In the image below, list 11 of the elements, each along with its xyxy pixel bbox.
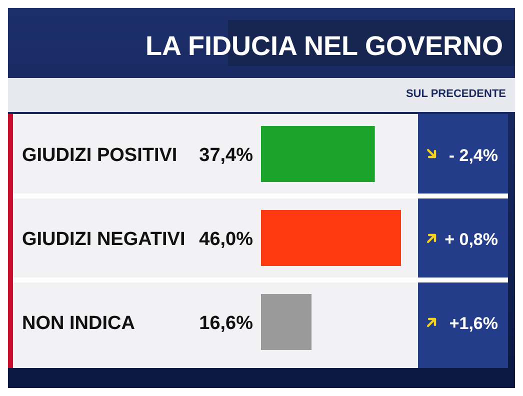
y-tick-label: NON INDICA <box>22 313 136 334</box>
chart-title: LA FIDUCIA NEL GOVERNO <box>145 31 503 61</box>
text: +1,6% <box>449 314 498 333</box>
data-label: 37,4% <box>199 145 254 166</box>
y-tick-label: GIUDIZI NEGATIVI <box>22 229 186 250</box>
text: + 0,8% <box>444 230 498 249</box>
text: SUL PRECEDENTE <box>406 88 506 100</box>
text: - 2,4% <box>448 146 498 165</box>
data-label: 46,0% <box>199 229 254 250</box>
y-tick-label: GIUDIZI POSITIVI <box>22 145 178 166</box>
data-label: 16,6% <box>199 313 254 334</box>
